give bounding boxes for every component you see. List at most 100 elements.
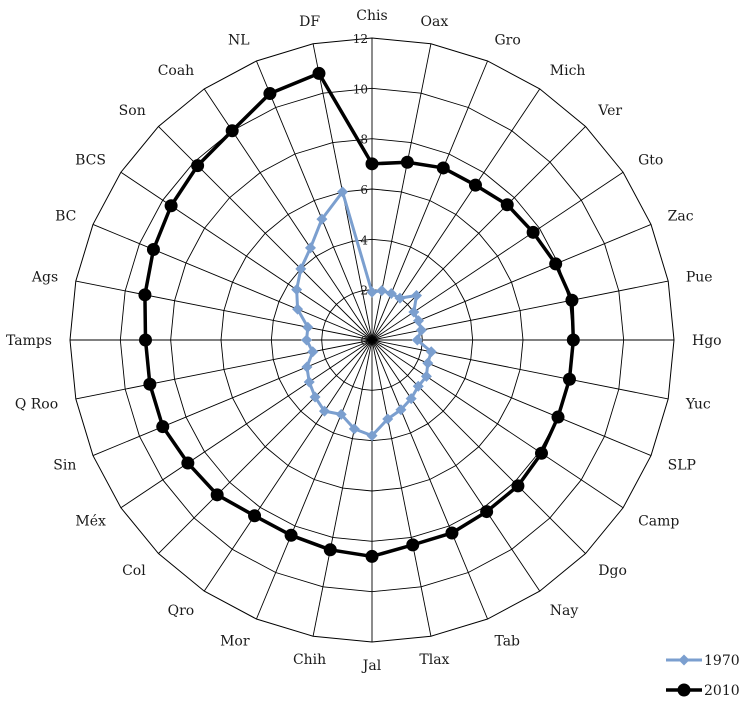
- spoke-Ver: [371, 126, 586, 341]
- spoke-Mor: [256, 339, 373, 620]
- legend-1970-marker: [678, 654, 690, 666]
- point-2010-Qro: [248, 509, 262, 523]
- point-2010-Nay: [480, 505, 494, 519]
- category-label-hgo: Hgo: [692, 333, 722, 349]
- spoke-Gro: [371, 60, 488, 341]
- category-label-col: Col: [122, 563, 146, 579]
- spoke-Dgo: [371, 339, 586, 554]
- point-2010-Q Roo: [143, 377, 157, 391]
- point-2010-Ags: [138, 288, 152, 302]
- point-1970-Qro: [318, 405, 330, 417]
- point-1970-Ags: [302, 321, 314, 333]
- point-2010-Dgo: [511, 479, 525, 493]
- point-2010-Mor: [284, 528, 298, 542]
- point-1970-Mor: [335, 408, 347, 420]
- point-1970-Q Roo: [307, 346, 319, 358]
- point-2010-Son: [191, 159, 205, 173]
- tick-label-8: 8: [360, 133, 368, 147]
- point-2010-Gro: [436, 161, 450, 175]
- category-label-ags: Ags: [31, 270, 58, 286]
- category-label-méx: Méx: [75, 514, 106, 530]
- category-label-qro: Qro: [168, 603, 195, 619]
- legend-2010-label: 2010: [704, 683, 740, 699]
- point-2010-Méx: [181, 456, 195, 470]
- point-2010-Col: [210, 488, 224, 502]
- point-2010-Zac: [549, 257, 563, 271]
- point-1970-Jal: [366, 430, 378, 442]
- category-label-ver: Ver: [597, 103, 622, 119]
- point-1970-BCS: [291, 284, 303, 296]
- category-label-df: DF: [299, 14, 320, 30]
- legend-1970-label: 1970: [704, 653, 740, 669]
- tick-label-12: 12: [353, 32, 368, 46]
- point-1970-Gro: [385, 287, 397, 299]
- point-1970-Hgo: [411, 334, 423, 346]
- spoke-Chih: [312, 339, 373, 637]
- spoke-Q Roo: [75, 339, 373, 400]
- spoke-Méx: [120, 339, 373, 509]
- category-label-q-roo: Q Roo: [15, 396, 58, 412]
- spoke-Tab: [371, 339, 488, 620]
- point-1970-NL: [316, 213, 328, 225]
- series-2010: [138, 66, 580, 563]
- point-1970-Dgo: [412, 380, 424, 392]
- category-label-gro: Gro: [494, 33, 520, 49]
- tick-label-2: 2: [360, 284, 368, 298]
- series-line-2010: [143, 71, 576, 559]
- point-1970-Sin: [301, 361, 313, 373]
- radial-tick-labels: 0 2 4 6 8 10 12: [353, 32, 369, 348]
- point-1970-Zac: [413, 315, 425, 327]
- legend: 1970 2010: [666, 653, 740, 699]
- category-label-bcs: BCS: [75, 152, 106, 168]
- spoke-Col: [158, 339, 373, 554]
- tick-label-6: 6: [360, 183, 368, 197]
- point-1970-Chih: [348, 423, 360, 435]
- point-2010-Chih: [323, 543, 337, 557]
- category-label-camp: Camp: [638, 514, 679, 530]
- point-1970-Son: [295, 263, 307, 275]
- point-2010-NL: [263, 87, 277, 101]
- point-1970-Tab: [395, 404, 407, 416]
- spoke-Zac: [371, 224, 652, 341]
- legend-entry-1970: 1970: [666, 653, 740, 669]
- spoke-BCS: [120, 171, 373, 341]
- point-1970-Méx: [303, 376, 315, 388]
- category-label-chih: Chih: [293, 652, 326, 668]
- point-1970-DF: [337, 186, 349, 198]
- spoke-Camp: [371, 339, 624, 509]
- point-2010-Hgo: [566, 333, 580, 347]
- point-1970-Camp: [420, 370, 432, 382]
- spoke-NL: [256, 60, 373, 341]
- point-2010-Ver: [500, 198, 514, 212]
- series-1970: [291, 186, 437, 442]
- point-2010-Tamps: [139, 333, 152, 347]
- point-1970-Col: [309, 391, 321, 403]
- point-1970-Coah: [304, 242, 316, 254]
- category-label-tab: Tab: [494, 633, 520, 649]
- category-label-dgo: Dgo: [598, 563, 627, 579]
- category-label-oax: Oax: [421, 14, 449, 30]
- category-label-tlax: Tlax: [419, 652, 449, 668]
- legend-entry-2010: 2010: [666, 683, 740, 699]
- spoke-Ags: [75, 280, 373, 341]
- point-1970-BC: [292, 303, 304, 315]
- point-1970-Tlax: [382, 413, 394, 425]
- category-label-bc: BC: [55, 209, 76, 225]
- point-1970-SLP: [422, 357, 434, 369]
- tick-label-4: 4: [360, 233, 368, 247]
- point-2010-Pue: [565, 293, 579, 307]
- point-1970-Tamps: [301, 334, 313, 346]
- category-label-nl: NL: [228, 33, 250, 49]
- point-2010-Camp: [534, 446, 548, 460]
- category-label-chis: Chis: [356, 8, 387, 24]
- point-2010-Yuc: [562, 372, 576, 386]
- point-2010-Tab: [445, 526, 459, 540]
- legend-2010-marker: [677, 683, 691, 697]
- spoke-Son: [158, 126, 373, 341]
- category-label-jal: Jal: [361, 658, 382, 674]
- category-label-yuc: Yuc: [685, 396, 711, 412]
- point-1970-Oax: [376, 285, 388, 297]
- category-labels: Chis Oax Gro Mich Ver Gto Zac Pue Hgo Yuc SLP Camp D…: [6, 8, 722, 674]
- category-label-mich: Mich: [550, 63, 586, 79]
